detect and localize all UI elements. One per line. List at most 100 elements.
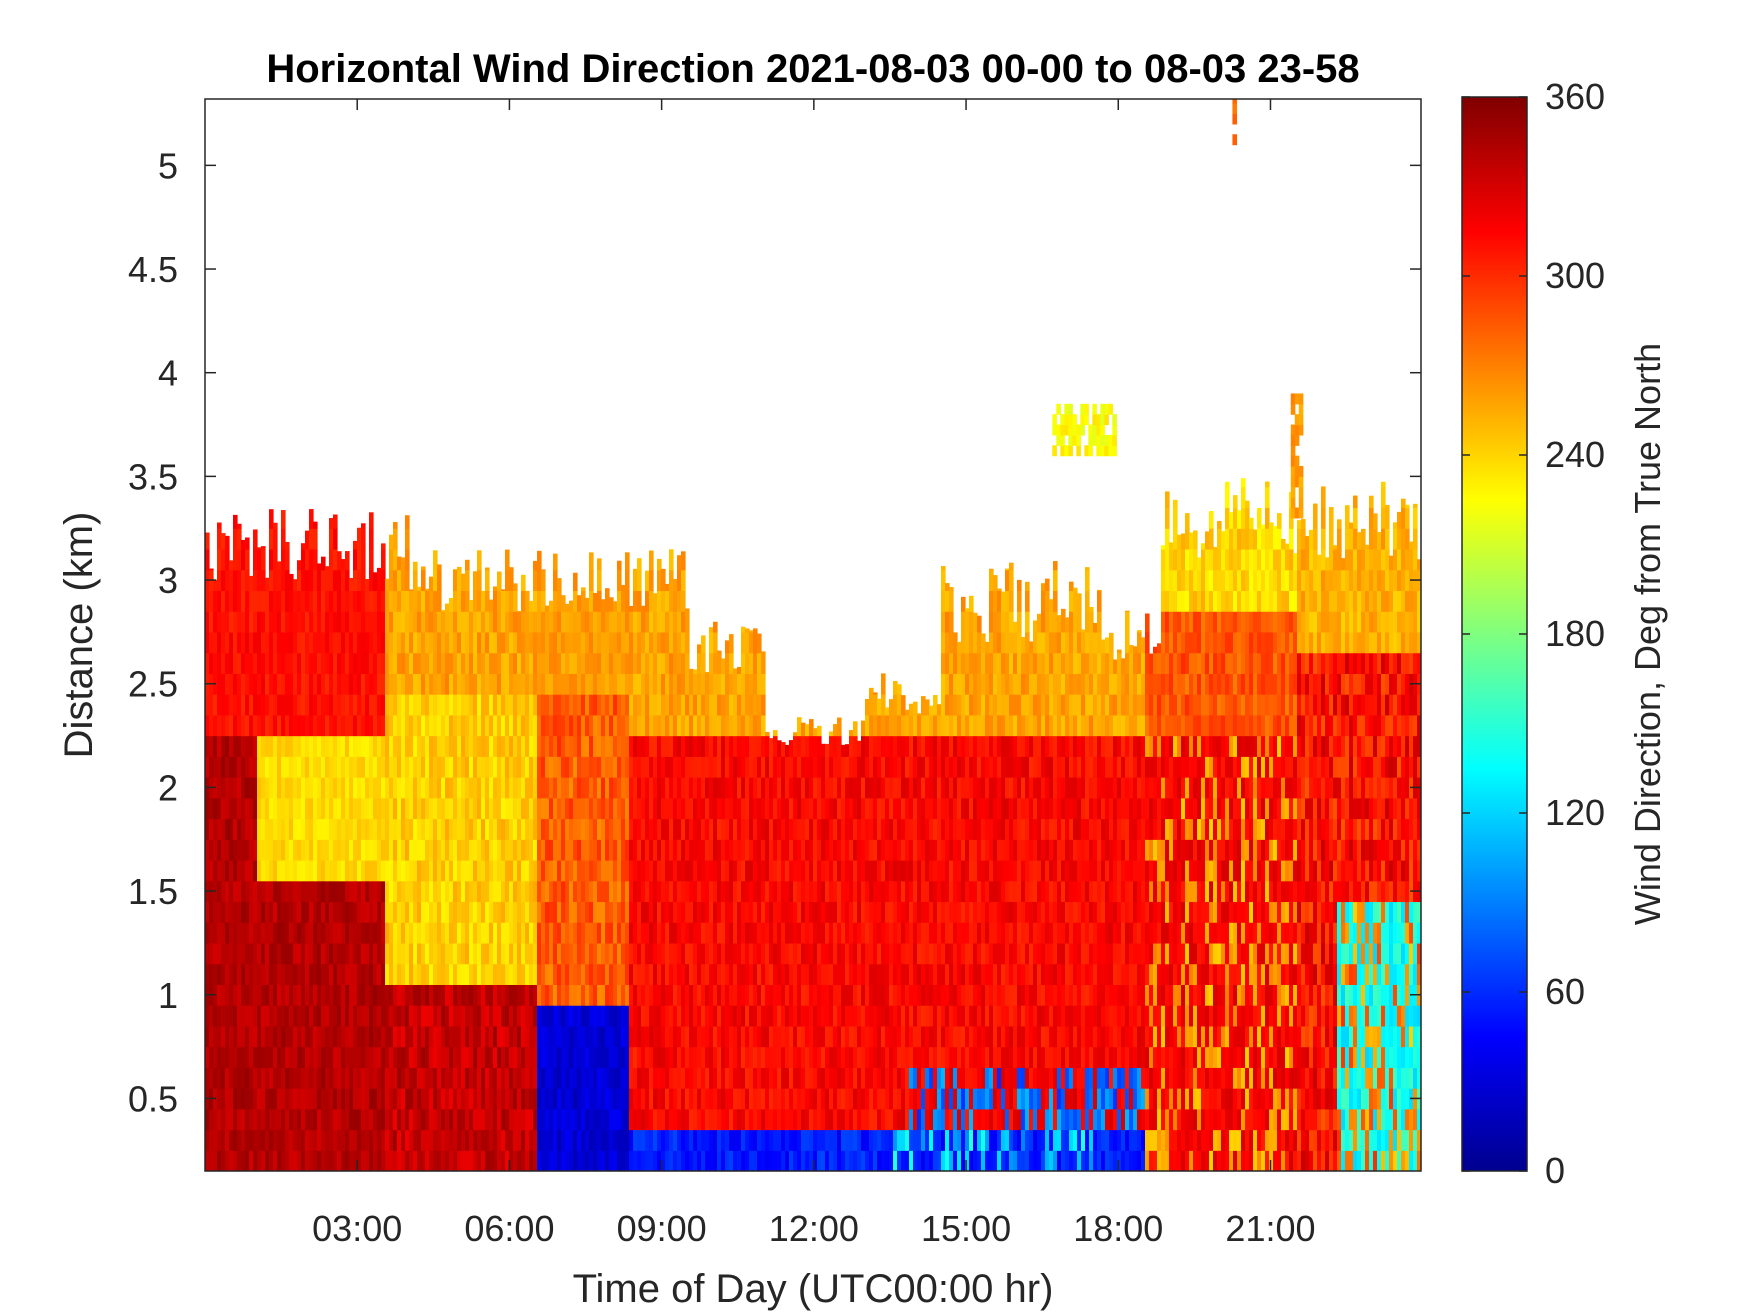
heatmap-cell: [777, 756, 782, 778]
heatmap-cell: [237, 548, 242, 571]
heatmap-cell: [645, 818, 650, 840]
heatmap-cell: [665, 631, 670, 654]
heatmap-cell: [253, 984, 258, 1006]
heatmap-cell: [645, 673, 650, 695]
heatmap-cell: [485, 1108, 490, 1131]
heatmap-cell: [225, 818, 230, 840]
heatmap-cell: [593, 611, 598, 633]
heatmap-cell: [765, 880, 770, 903]
heatmap-cell: [701, 922, 706, 944]
heatmap-cell: [245, 548, 250, 571]
heatmap-cell: [721, 694, 726, 716]
heatmap-cell: [581, 1025, 586, 1048]
heatmap-cell: [317, 901, 322, 923]
heatmap-cell: [353, 694, 358, 716]
heatmap-cell: [785, 901, 790, 923]
heatmap-cell: [257, 1005, 262, 1027]
heatmap-cell: [317, 984, 322, 1006]
heatmap-cell: [245, 1025, 250, 1048]
heatmap-cell: [825, 984, 830, 1006]
heatmap-cell: [449, 777, 454, 799]
heatmap-cell: [617, 984, 622, 1006]
heatmap-cell: [829, 797, 834, 820]
heatmap-cell: [761, 1129, 766, 1151]
heatmap-cell: [357, 528, 362, 550]
heatmap-cell: [837, 1108, 842, 1131]
heatmap-cell: [877, 1088, 882, 1110]
heatmap-cell: [253, 1046, 258, 1068]
heatmap-cell: [229, 1025, 234, 1048]
heatmap-cell: [577, 818, 582, 840]
heatmap-cell: [549, 652, 554, 674]
heatmap-cell: [229, 652, 234, 674]
heatmap-cell: [565, 714, 570, 737]
heatmap-cell: [845, 1046, 850, 1068]
heatmap-cell: [745, 631, 750, 654]
heatmap-cell: [913, 901, 918, 923]
heatmap-cell: [297, 1108, 302, 1131]
heatmap-cell: [913, 963, 918, 985]
heatmap-cell: [569, 673, 574, 695]
heatmap-cell: [713, 942, 718, 965]
heatmap-cell: [377, 963, 382, 985]
heatmap-cell: [325, 922, 330, 944]
heatmap-cell: [553, 859, 558, 882]
heatmap-cell: [489, 735, 494, 757]
heatmap-cell: [605, 694, 610, 716]
heatmap-cell: [829, 1129, 834, 1151]
heatmap-cell: [233, 611, 238, 633]
heatmap-cell: [737, 1088, 742, 1110]
heatmap-cell: [625, 631, 630, 654]
heatmap-cell: [213, 922, 218, 944]
heatmap-cell: [893, 694, 898, 716]
heatmap-cell: [573, 984, 578, 1006]
heatmap-cell: [525, 714, 530, 737]
heatmap-cell: [309, 1129, 314, 1151]
heatmap-cell: [417, 1108, 422, 1131]
heatmap-cell: [245, 922, 250, 944]
heatmap-cell: [701, 818, 706, 840]
heatmap-cell: [885, 797, 890, 820]
heatmap-cell: [357, 756, 362, 778]
heatmap-cell: [397, 569, 402, 592]
heatmap-cell: [433, 963, 438, 985]
heatmap-cell: [797, 1067, 802, 1089]
heatmap-cell: [365, 735, 370, 757]
heatmap-cell: [893, 839, 898, 861]
heatmap-cell: [881, 673, 886, 695]
heatmap-cell: [829, 839, 834, 861]
heatmap-cell: [401, 1150, 406, 1171]
heatmap-cell: [709, 1067, 714, 1089]
heatmap-cell: [861, 963, 866, 985]
heatmap-cell: [845, 1108, 850, 1131]
heatmap-cell: [345, 942, 350, 965]
heatmap-cell: [737, 859, 742, 882]
heatmap-cell: [405, 880, 410, 903]
heatmap-cell: [853, 1150, 858, 1171]
heatmap-cell: [741, 1150, 746, 1171]
heatmap-cell: [273, 548, 278, 571]
heatmap-cell: [577, 922, 582, 944]
heatmap-cell: [801, 756, 806, 778]
heatmap-cell: [621, 1108, 626, 1131]
heatmap-cell: [353, 1046, 358, 1068]
heatmap-cell: [205, 694, 210, 716]
heatmap-cell: [341, 652, 346, 674]
heatmap-cell: [373, 818, 378, 840]
heatmap-cell: [617, 673, 622, 695]
heatmap-cell: [637, 1025, 642, 1048]
heatmap-cell: [881, 1046, 886, 1068]
heatmap-cell: [517, 797, 522, 820]
heatmap-cell: [397, 880, 402, 903]
heatmap-cell: [729, 922, 734, 944]
heatmap-cell: [453, 1046, 458, 1068]
heatmap-cell: [249, 777, 254, 799]
heatmap-cell: [237, 714, 242, 737]
heatmap-cell: [877, 777, 882, 799]
heatmap-cell: [557, 652, 562, 674]
heatmap-cell: [825, 743, 830, 757]
heatmap-cell: [493, 652, 498, 674]
heatmap-cell: [865, 1108, 870, 1131]
heatmap-cell: [545, 942, 550, 965]
heatmap-cell: [753, 942, 758, 965]
